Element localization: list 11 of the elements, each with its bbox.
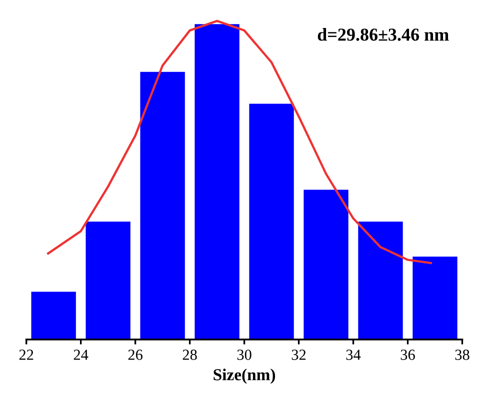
x-tick-label: 26 [128,350,142,360]
x-axis-title: Size(nm) [214,368,276,384]
x-tick-label: 34 [346,350,361,360]
x-tick-label: 22 [19,350,34,360]
x-tick-label: 32 [292,350,306,360]
x-tick-label: 36 [400,350,415,360]
x-tick-label: 38 [455,350,470,360]
x-tick-label: 24 [74,350,88,360]
x-tick-label: 30 [237,350,252,360]
annotation: d=29.86±3.46 nm [318,28,449,41]
x-tick-label: 28 [182,350,197,360]
